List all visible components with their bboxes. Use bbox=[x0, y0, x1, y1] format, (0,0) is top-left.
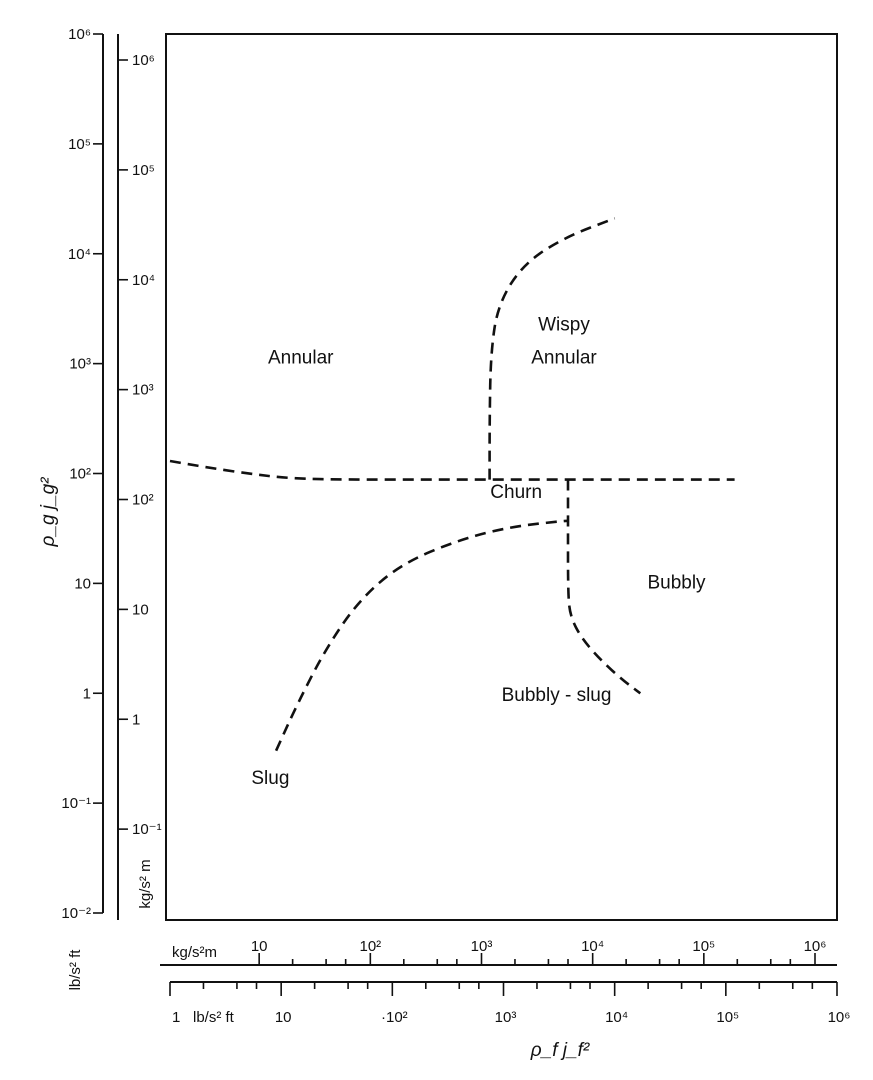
boundary-churn-bubbly bbox=[566, 479, 642, 695]
y-inner-tick-label-2: 10 bbox=[132, 601, 149, 618]
x-outer-unit-label: lb/s² ft bbox=[193, 1009, 235, 1026]
boundary-slug-churn bbox=[274, 519, 568, 752]
x-inner-tick-label-4: 10⁵ bbox=[692, 938, 715, 955]
x-axis-outer-lbft: 1 10 ·10² 10³ 10⁴ 10⁵ 10⁶ bbox=[169, 981, 851, 1026]
regime-boundaries bbox=[169, 217, 735, 752]
x-axis-title: ρ_f j_f² bbox=[530, 1040, 590, 1061]
y-axis-title: ρ_g j_g² bbox=[38, 477, 59, 548]
y-outer-tick-label-5: 10³ bbox=[69, 356, 91, 373]
y-inner-tick-label-7: 10⁶ bbox=[132, 52, 155, 69]
unit-labels: lb/s² ft kg/s² m kg/s²m lb/s² ft bbox=[67, 859, 235, 1026]
x-axis-inner-kgm: 10 10² 10³ 10⁴ 10⁵ 10⁶ bbox=[160, 938, 837, 966]
x-outer-tick-label-3: 10³ bbox=[495, 1009, 517, 1026]
x-outer-tick-label-6: 10⁶ bbox=[828, 1009, 851, 1026]
regime-labels: Annular Wispy Annular Churn Bubbly Bubbly - s… bbox=[251, 315, 706, 789]
region-label-wispy-1: Wispy bbox=[538, 315, 590, 336]
y-inner-tick-label-4: 10³ bbox=[132, 382, 154, 399]
x-inner-tick-label-3: 10⁴ bbox=[581, 938, 604, 955]
y-inner-tick-label-3: 10² bbox=[132, 492, 154, 509]
y-inner-unit-label: kg/s² m bbox=[137, 859, 154, 908]
y-outer-tick-label-8: 10⁶ bbox=[68, 26, 91, 43]
y-inner-tick-label-5: 10⁴ bbox=[132, 272, 155, 289]
x-inner-tick-label-0: 10 bbox=[251, 938, 268, 955]
y-outer-tick-label-2: 1 bbox=[83, 685, 91, 702]
x-outer-tick-label-0: 1 bbox=[172, 1009, 180, 1026]
x-outer-tick-label-1: 10 bbox=[275, 1009, 292, 1026]
y-axis-outer-lbft: 10⁻² 10⁻¹ 1 10 10² 10³ 10⁴ 10⁵ 10⁶ bbox=[61, 26, 104, 922]
y-inner-tick-label-6: 10⁵ bbox=[132, 162, 155, 179]
y-outer-tick-label-4: 10² bbox=[69, 466, 91, 483]
region-label-bubbly-4: Bubbly bbox=[647, 572, 706, 593]
plot-frame bbox=[165, 33, 838, 921]
axis-titles: ρ_g j_g² ρ_f j_f² bbox=[38, 477, 590, 1061]
y-outer-tick-label-3: 10 bbox=[74, 575, 91, 592]
x-inner-tick-label-5: 10⁶ bbox=[804, 938, 827, 955]
boundary-upper-horizontal bbox=[169, 459, 735, 481]
x-outer-tick-label-2: ·10² bbox=[381, 1009, 408, 1026]
boundary-annular-wispy bbox=[488, 217, 616, 480]
x-outer-tick-label-5: 10⁵ bbox=[716, 1009, 739, 1026]
y-outer-tick-label-7: 10⁵ bbox=[68, 136, 91, 153]
x-outer-tick-label-4: 10⁴ bbox=[605, 1009, 628, 1026]
region-label-annular-0: Annular bbox=[268, 348, 334, 369]
y-inner-tick-label-1: 1 bbox=[132, 711, 140, 728]
x-inner-unit-label: kg/s²m bbox=[172, 944, 217, 961]
x-inner-tick-label-2: 10³ bbox=[471, 938, 493, 955]
region-label-slug-6: Slug bbox=[251, 768, 289, 789]
y-outer-unit-label: lb/s² ft bbox=[67, 949, 84, 991]
y-outer-tick-label-0: 10⁻² bbox=[61, 905, 91, 922]
x-inner-tick-label-1: 10² bbox=[359, 938, 381, 955]
y-outer-tick-label-6: 10⁴ bbox=[68, 246, 91, 263]
y-axis-inner-kgm: 10⁻¹ 1 10 10² 10³ 10⁴ 10⁵ 10⁶ bbox=[117, 34, 162, 920]
region-label-bubbly-slug-5: Bubbly - slug bbox=[502, 685, 612, 706]
region-label-annular-2: Annular bbox=[531, 348, 597, 369]
y-outer-tick-label-1: 10⁻¹ bbox=[61, 795, 91, 812]
y-inner-tick-label-0: 10⁻¹ bbox=[132, 821, 162, 838]
region-label-churn-3: Churn bbox=[490, 482, 542, 503]
